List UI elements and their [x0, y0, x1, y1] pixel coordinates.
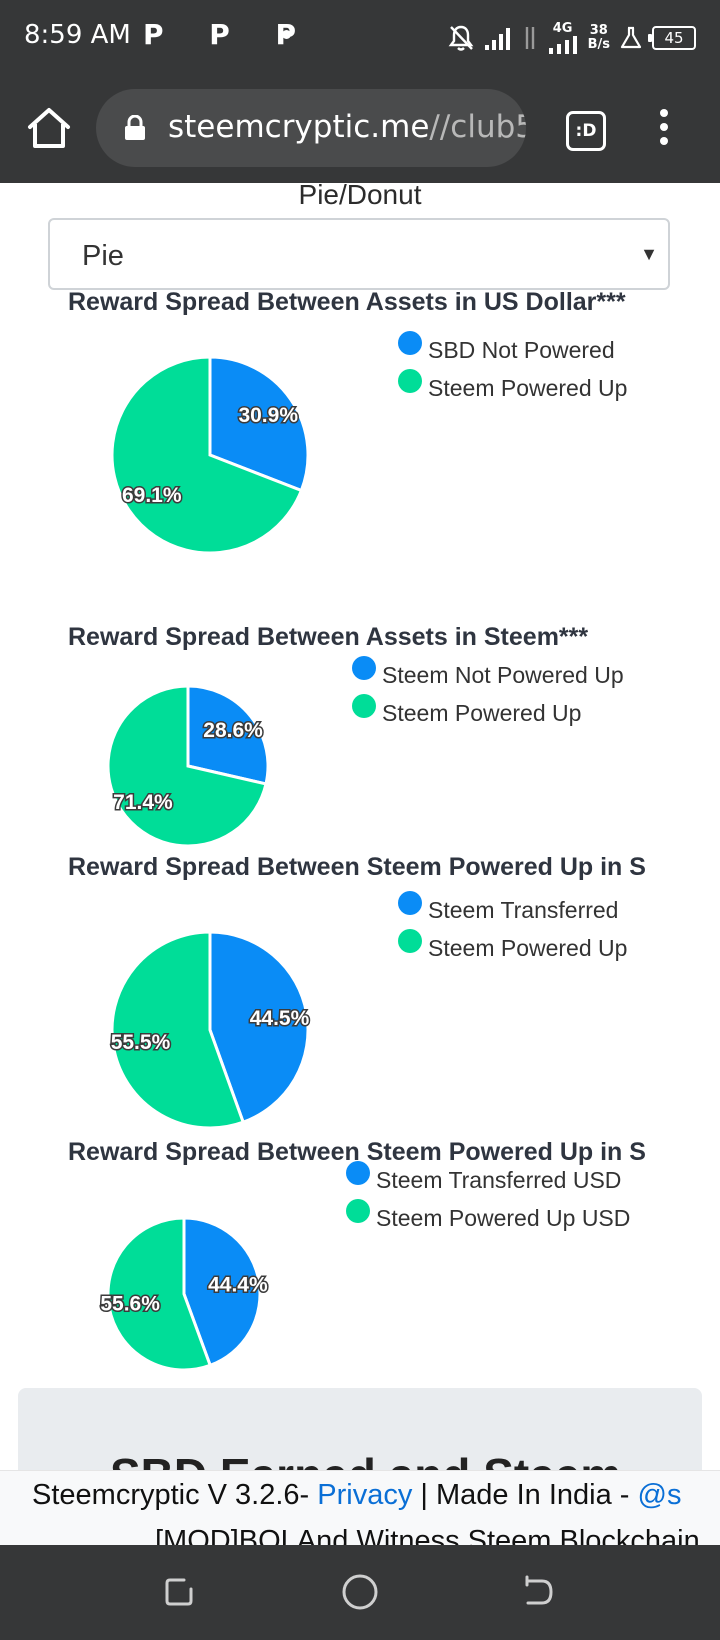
url-host: steemcryptic.me [168, 109, 430, 145]
legend-item[interactable]: Steem Powered Up [398, 369, 628, 411]
chart-title: Reward Spread Between Steem Powered Up i… [68, 853, 646, 881]
legend-swatch-icon [352, 656, 376, 680]
battery-icon: 45 [648, 26, 696, 50]
overflow-menu-icon[interactable] [652, 109, 676, 149]
legend-swatch-icon [398, 331, 422, 355]
legend-swatch-icon [398, 369, 422, 393]
pie-slice-1[interactable] [186, 684, 270, 786]
chart-legend: Steem Transferred USD Steem Powered Up US… [346, 1161, 631, 1241]
pie-slice-2[interactable] [110, 355, 304, 555]
sbd-earned-card: SBD Earned and Steem [18, 1388, 702, 1470]
legend-label: Steem Powered Up [428, 375, 628, 401]
legend-swatch-icon [398, 891, 422, 915]
recent-apps-icon[interactable] [162, 1575, 196, 1609]
chart-title: Reward Spread Between Assets in Steem*** [68, 623, 589, 651]
pie-slice-2[interactable] [106, 684, 268, 848]
legend-item[interactable]: Steem Powered Up USD [346, 1199, 631, 1241]
pie-slice-1[interactable] [182, 1216, 262, 1368]
legend-item[interactable]: Steem Powered Up [398, 929, 628, 971]
chart-legend: Steem Not Powered Up Steem Powered Up [352, 656, 624, 736]
flask-icon [620, 26, 642, 49]
url-path: //club5( [429, 109, 526, 145]
status-time: 8:59 AM [24, 20, 131, 50]
legend-item[interactable]: Steem Powered Up [352, 694, 624, 736]
legend-label: Steem Powered Up [382, 700, 582, 726]
chart-type-selected: Pie [82, 240, 124, 272]
privacy-link[interactable]: Privacy [317, 1479, 413, 1511]
footer-line-2: [MOD]BOLAnd Witness Steem Blockchain [155, 1525, 700, 1546]
slice-label-2: 71.4% [113, 791, 173, 814]
chevron-down-icon: ▼ [640, 244, 658, 264]
browser-toolbar: steemcryptic.me//club5( :D [0, 75, 720, 183]
footer-version: Steemcryptic V 3.2.6- [32, 1479, 310, 1511]
legend-swatch-icon [398, 929, 422, 953]
pie-slice-1[interactable] [208, 930, 310, 1125]
slice-label-2: 55.5% [111, 1031, 171, 1054]
legend-item[interactable]: Steem Transferred USD [346, 1161, 630, 1203]
data-speed: 38 B/s [588, 24, 610, 52]
legend-label: Steem Not Powered Up [382, 662, 624, 688]
url-text[interactable]: steemcryptic.me//club5( [168, 109, 526, 145]
home-nav-icon[interactable] [341, 1573, 379, 1611]
status-indicators: 4G 38 B/s 45 [448, 18, 696, 58]
chart-legend: Steem Transferred Steem Powered Up [398, 891, 628, 971]
back-icon[interactable] [522, 1575, 556, 1609]
pie-svg: 28.6% 71.4% [106, 684, 270, 848]
pie-svg: 44.4% 55.6% [99, 1216, 269, 1372]
card-heading: SBD Earned and Steem [110, 1448, 621, 1470]
chart-legend: SBD Not Powered Steem Powered Up [398, 331, 628, 411]
legend-item[interactable]: Steem Transferred [398, 891, 627, 933]
page-content: Pie/Donut Pie ▼ Reward Spread Between As… [0, 183, 720, 1470]
legend-label: Steem Powered Up [428, 935, 628, 961]
legend-item[interactable]: SBD Not Powered [398, 331, 627, 373]
bell-off-icon [448, 25, 473, 51]
legend-swatch-icon [346, 1161, 370, 1185]
legend-item[interactable]: Steem Not Powered Up [352, 656, 624, 698]
pie-slice-1[interactable] [208, 355, 310, 493]
footer-made-in: | Made In India - [420, 1479, 630, 1511]
slice-label-1: 28.6% [203, 719, 263, 742]
legend-label: Steem Transferred [428, 897, 619, 923]
signal-strength-icon-2 [548, 36, 577, 54]
legend-swatch-icon [352, 694, 376, 718]
status-bar: 8:59 AM P P P 4G 38 [0, 0, 720, 75]
legend-label: Steem Transferred USD [376, 1167, 622, 1193]
network-type-label: 4G [552, 21, 573, 36]
tab-switcher-button[interactable]: :D [566, 111, 606, 151]
chart-type-label: Pie/Donut [298, 183, 422, 210]
data-speed-unit: B/s [587, 37, 610, 52]
pie-svg: 44.5% 55.5% [109, 930, 311, 1130]
legend-label: Steem Powered Up USD [376, 1205, 631, 1231]
data-transfer-icon [525, 27, 534, 49]
home-icon[interactable] [26, 105, 72, 151]
legend-label: SBD Not Powered [428, 337, 615, 363]
data-speed-value: 38 [589, 23, 608, 38]
legend-swatch-icon [346, 1199, 370, 1223]
footer-line-1: Steemcryptic V 3.2.6- Privacy | Made In … [32, 1479, 681, 1512]
slice-label-1: 30.9% [238, 404, 298, 427]
lock-icon [125, 115, 145, 140]
pie-slice-2[interactable] [106, 1216, 213, 1372]
status-app-icons: P P P [143, 18, 315, 51]
signal-strength-icon [484, 28, 510, 50]
author-link[interactable]: @s [637, 1479, 682, 1511]
chart-title: Reward Spread Between Assets in US Dolla… [68, 288, 626, 316]
system-navigation-bar [0, 1545, 720, 1640]
slice-label-1: 44.5% [250, 1007, 310, 1030]
notification-dot-icon [282, 30, 291, 39]
network-indicator: 4G [548, 22, 578, 54]
slice-label-1: 44.4% [208, 1273, 268, 1296]
address-bar[interactable]: steemcryptic.me//club5( [96, 89, 526, 167]
pie-slice-2[interactable] [110, 930, 246, 1130]
pie-svg: 30.9% 69.1% [110, 355, 310, 555]
chart-type-select[interactable]: Pie ▼ [48, 218, 670, 290]
footer: Steemcryptic V 3.2.6- Privacy | Made In … [0, 1470, 720, 1546]
slice-label-2: 55.6% [100, 1293, 160, 1316]
slice-label-2: 69.1% [122, 484, 182, 507]
